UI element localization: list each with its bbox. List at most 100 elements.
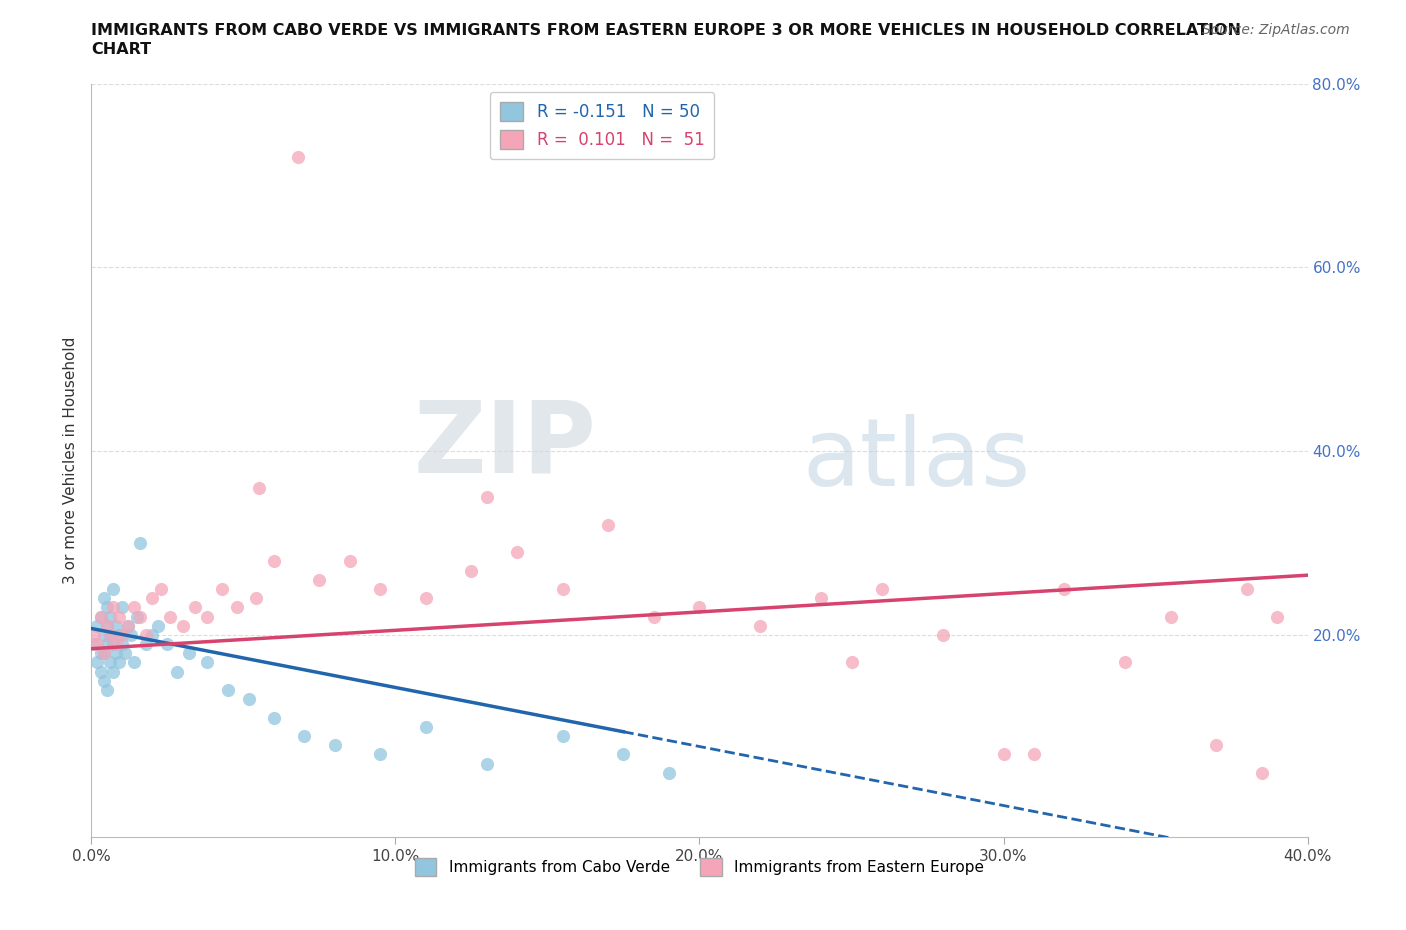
Point [551, 728, 574, 743]
Point [83, 628, 105, 643]
Point [177, 645, 200, 660]
Point [339, 554, 361, 569]
Point [114, 645, 136, 660]
Point [475, 756, 498, 771]
Point [96, 637, 118, 652]
Point [368, 581, 391, 596]
Point [211, 581, 233, 596]
Point [1160, 609, 1182, 624]
Point [810, 591, 832, 605]
Point [86, 637, 108, 652]
Point [125, 609, 148, 624]
Text: IMMIGRANTS FROM CABO VERDE VS IMMIGRANTS FROM EASTERN EUROPE 3 OR MORE VEHICLES : IMMIGRANTS FROM CABO VERDE VS IMMIGRANTS… [91, 23, 1241, 38]
Point [217, 683, 239, 698]
Legend: Immigrants from Cabo Verde, Immigrants from Eastern Europe: Immigrants from Cabo Verde, Immigrants f… [409, 852, 990, 882]
Point [263, 554, 285, 569]
Point [107, 628, 129, 643]
Point [263, 711, 285, 725]
Point [841, 655, 863, 670]
Point [292, 728, 315, 743]
Point [993, 747, 1015, 762]
Point [98, 655, 121, 670]
Point [98, 609, 121, 624]
Point [156, 637, 179, 652]
Point [83, 637, 105, 652]
Point [195, 655, 218, 670]
Point [129, 609, 152, 624]
Point [117, 618, 139, 633]
Point [368, 747, 391, 762]
Point [93, 628, 115, 643]
Point [1114, 655, 1136, 670]
Point [166, 664, 188, 679]
Point [1251, 765, 1274, 780]
Point [643, 609, 665, 624]
Point [104, 637, 127, 652]
Point [101, 664, 124, 679]
Point [135, 628, 157, 643]
Point [460, 564, 482, 578]
Point [93, 673, 115, 688]
Point [658, 765, 681, 780]
Point [226, 600, 249, 615]
Text: atlas: atlas [803, 415, 1031, 506]
Point [159, 609, 181, 624]
Point [247, 481, 270, 496]
Point [931, 628, 953, 643]
Text: Source: ZipAtlas.com: Source: ZipAtlas.com [1202, 23, 1350, 37]
Point [238, 692, 260, 707]
Point [86, 655, 108, 670]
Point [1236, 581, 1258, 596]
Point [415, 591, 437, 605]
Point [117, 618, 139, 633]
Point [612, 747, 634, 762]
Point [101, 600, 124, 615]
Point [287, 150, 309, 165]
Point [107, 655, 129, 670]
Point [870, 581, 893, 596]
Point [1022, 747, 1045, 762]
Point [122, 600, 145, 615]
Point [415, 719, 437, 734]
Point [506, 545, 529, 560]
Point [1205, 737, 1227, 752]
Point [101, 581, 124, 596]
Point [475, 490, 498, 505]
Point [111, 600, 134, 615]
Point [141, 591, 163, 605]
Point [184, 600, 207, 615]
Point [195, 609, 218, 624]
Point [107, 609, 129, 624]
Point [749, 618, 772, 633]
Point [551, 581, 574, 596]
Point [89, 664, 111, 679]
Point [89, 645, 111, 660]
Point [93, 591, 115, 605]
Point [122, 655, 145, 670]
Point [308, 572, 330, 587]
Point [89, 609, 111, 624]
Point [245, 591, 267, 605]
Point [104, 618, 127, 633]
Point [141, 628, 163, 643]
Point [104, 645, 127, 660]
Point [129, 536, 152, 551]
Point [98, 628, 121, 643]
Y-axis label: 3 or more Vehicles in Household: 3 or more Vehicles in Household [62, 337, 77, 584]
Point [688, 600, 710, 615]
Point [98, 628, 121, 643]
Point [111, 628, 134, 643]
Text: CHART: CHART [91, 42, 152, 57]
Point [150, 581, 173, 596]
Point [111, 637, 134, 652]
Point [96, 618, 118, 633]
Point [598, 517, 620, 532]
Point [148, 618, 170, 633]
Point [101, 637, 124, 652]
Point [96, 600, 118, 615]
Point [93, 645, 115, 660]
Point [1265, 609, 1288, 624]
Text: ZIP: ZIP [413, 397, 596, 494]
Point [323, 737, 346, 752]
Point [172, 618, 194, 633]
